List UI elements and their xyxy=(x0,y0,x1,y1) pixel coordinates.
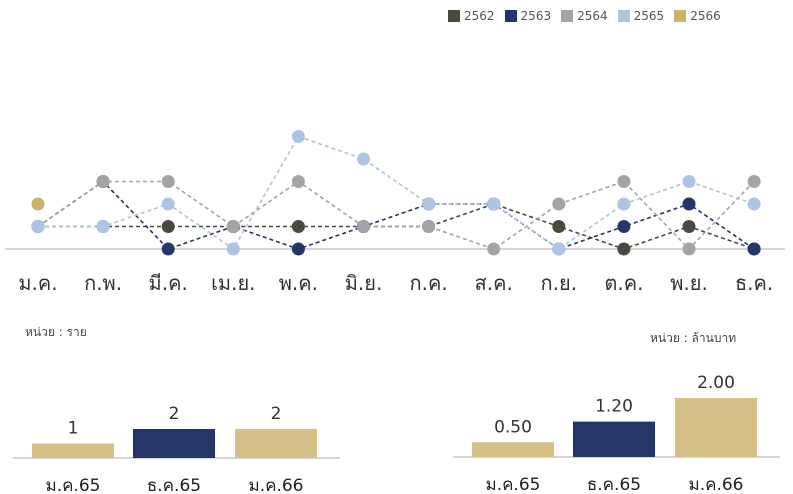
point-2564 xyxy=(422,220,436,233)
bar-value-label: 2.00 xyxy=(697,373,735,393)
legend-swatch xyxy=(504,10,517,22)
point-2565 xyxy=(96,220,110,233)
point-2565 xyxy=(31,220,45,233)
legend-item-2563: 2563 xyxy=(504,9,552,23)
point-2564 xyxy=(96,175,110,188)
legend-label: 2564 xyxy=(577,9,608,23)
point-2563 xyxy=(617,220,631,233)
point-2564 xyxy=(487,242,501,256)
unit-label-count: หน่วย : ราย xyxy=(25,325,87,339)
bar-category-label: ม.ค.66 xyxy=(688,475,743,494)
bar-category-label: ธ.ค.65 xyxy=(147,476,201,494)
bar-chart-value: 0.50 ม.ค.65 1.20 ธ.ค.65 2.00 ม.ค.66 xyxy=(453,373,780,494)
bar-value-label: 2 xyxy=(271,404,282,424)
legend-item-2566: 2566 xyxy=(674,9,721,23)
point-2565 xyxy=(422,197,436,211)
legend-label: 2565 xyxy=(633,9,665,23)
point-2565 xyxy=(357,152,370,166)
x-tick-label: ก.พ. xyxy=(84,271,122,295)
point-2565 xyxy=(682,175,696,188)
legend-label: 2566 xyxy=(690,9,721,23)
bar-category-label: ธ.ค.65 xyxy=(587,475,641,494)
point-2565 xyxy=(617,197,631,211)
bar-3 xyxy=(235,429,317,458)
point-2562 xyxy=(291,220,305,233)
point-2564 xyxy=(226,220,240,233)
point-2564 xyxy=(617,175,631,188)
point-2562 xyxy=(682,220,696,233)
point-2562 xyxy=(617,242,631,256)
bar-2 xyxy=(133,429,215,458)
legend-label: 2563 xyxy=(520,9,552,23)
x-tick-label: ต.ค. xyxy=(604,271,643,295)
x-tick-label: มิ.ย. xyxy=(345,271,383,295)
point-2565 xyxy=(487,197,501,211)
bar-chart-count: 1 ม.ค.65 2 ธ.ค.65 2 ม.ค.66 xyxy=(13,404,340,494)
point-2565 xyxy=(161,197,175,211)
x-tick-label: ส.ค. xyxy=(475,271,513,295)
point-2563 xyxy=(747,242,761,256)
x-tick-label: ก.ย. xyxy=(541,271,578,295)
legend-item-2562: 2562 xyxy=(448,9,495,23)
legend-item-2564: 2564 xyxy=(561,9,608,23)
bar-1 xyxy=(32,443,114,458)
legend-swatch xyxy=(674,10,687,22)
x-tick-label: พ.ค. xyxy=(279,271,318,295)
point-2563 xyxy=(161,242,175,256)
bar-category-label: ม.ค.65 xyxy=(485,475,540,494)
bar-value-label: 1.20 xyxy=(595,397,633,417)
series-line-2563 xyxy=(37,180,755,250)
unit-label-value: หน่วย : ล้านบาท xyxy=(650,331,737,345)
series-line-2564 xyxy=(37,180,755,251)
series-line-2565 xyxy=(38,135,755,251)
legend-swatch xyxy=(448,10,460,22)
legend-swatch xyxy=(561,10,574,22)
point-2563 xyxy=(682,197,696,211)
bar-value-label: 2 xyxy=(169,404,180,424)
legend-label: 2562 xyxy=(464,9,495,23)
legend-swatch xyxy=(617,10,630,22)
point-2565 xyxy=(226,242,240,256)
point-2562 xyxy=(552,220,566,233)
bar-1 xyxy=(472,442,554,457)
bar-3 xyxy=(675,398,757,457)
x-tick-label: ก.ค. xyxy=(409,271,447,295)
legend-item-2565: 2565 xyxy=(617,9,665,23)
point-2564 xyxy=(161,175,175,188)
point-2564 xyxy=(552,197,566,211)
bar-category-label: ม.ค.65 xyxy=(45,476,100,494)
point-2564 xyxy=(357,220,370,233)
bar-value-label: 0.50 xyxy=(494,417,532,437)
chart-legend: 2562 2563 2564 2565 2566 xyxy=(448,9,721,23)
point-2565 xyxy=(291,130,305,143)
x-tick-label: มี.ค. xyxy=(149,271,188,295)
point-2564 xyxy=(747,175,761,188)
point-2564 xyxy=(291,175,305,188)
point-2565 xyxy=(747,197,761,211)
point-2564 xyxy=(682,242,696,256)
point-2563 xyxy=(291,242,305,256)
monthly-line-chart: ม.ค. ก.พ. มี.ค. เม.ย. พ.ค. มิ.ย. ก.ค. ส.ค. ก.ย. ต… xyxy=(5,130,785,295)
point-2562 xyxy=(161,220,175,233)
point-2565 xyxy=(552,242,566,256)
x-tick-label: พ.ย. xyxy=(670,271,708,295)
x-tick-label: เม.ย. xyxy=(211,271,255,295)
bar-value-label: 1 xyxy=(68,419,79,439)
bar-2 xyxy=(573,421,655,457)
point-2566 xyxy=(31,197,45,211)
bar-category-label: ม.ค.66 xyxy=(248,476,303,494)
x-tick-label: ม.ค. xyxy=(18,271,57,295)
x-tick-label: ธ.ค. xyxy=(735,271,773,295)
